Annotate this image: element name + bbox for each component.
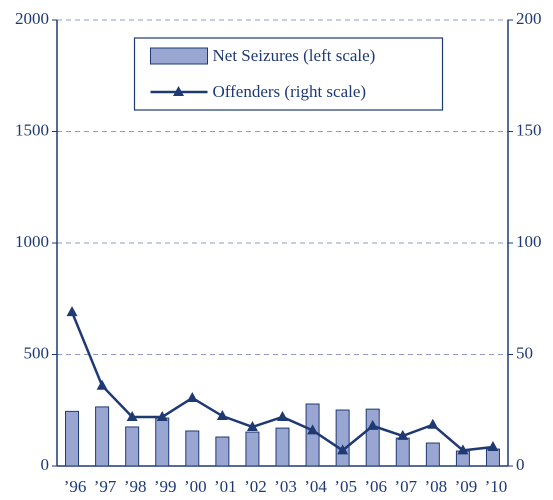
y-tick-label: 1500 <box>15 120 49 139</box>
x-tick-label: ’06 <box>364 477 387 496</box>
x-tick-label: ’01 <box>214 477 237 496</box>
marker <box>186 391 198 402</box>
y-tick-label: 0 <box>41 455 50 474</box>
x-tick-label: ’02 <box>244 477 267 496</box>
y-tick-label: 500 <box>24 343 50 362</box>
marker <box>277 410 288 421</box>
y-tick-label: 1000 <box>15 232 49 251</box>
x-tick-label: ’96 <box>64 477 87 496</box>
bar <box>185 430 200 467</box>
x-tick-label: ’97 <box>94 477 117 496</box>
x-tick-label: ’03 <box>274 477 297 496</box>
bar <box>215 436 230 467</box>
marker <box>156 410 168 421</box>
x-tick-label: ’00 <box>184 477 207 496</box>
marker <box>367 419 379 430</box>
marker <box>246 420 258 431</box>
marker <box>427 418 439 429</box>
marker <box>307 424 319 435</box>
marker <box>126 410 138 421</box>
x-tick-label: ’98 <box>124 477 147 496</box>
legend-label: Offenders (right scale) <box>213 82 367 101</box>
y2-tick-label: 50 <box>516 343 533 362</box>
bar <box>125 426 140 467</box>
bar <box>395 437 410 467</box>
legend-marker <box>173 86 184 96</box>
x-tick-label: ’05 <box>334 477 357 496</box>
bar <box>95 406 110 467</box>
x-tick-label: ’07 <box>394 477 417 496</box>
bar <box>275 427 290 467</box>
marker <box>216 410 228 421</box>
legend-swatch <box>150 47 208 65</box>
x-tick-label: ’08 <box>424 477 447 496</box>
marker <box>457 444 469 455</box>
x-tick-label: ’04 <box>304 477 327 496</box>
marker <box>66 306 78 317</box>
bar <box>245 431 260 467</box>
x-tick-label: ’10 <box>485 477 508 496</box>
bar <box>365 408 380 467</box>
y2-tick-label: 200 <box>516 9 542 28</box>
x-tick-label: ’09 <box>455 477 478 496</box>
y2-tick-label: 0 <box>516 455 525 474</box>
legend-label: Net Seizures (left scale) <box>213 46 376 65</box>
marker <box>337 444 349 455</box>
y-tick-label: 2000 <box>15 9 49 28</box>
bar <box>335 409 350 467</box>
bar <box>425 442 440 467</box>
y2-tick-label: 100 <box>516 232 542 251</box>
bar <box>65 410 80 467</box>
bar <box>155 417 170 467</box>
marker <box>96 379 108 390</box>
bar <box>305 403 320 467</box>
marker <box>397 429 409 440</box>
bar <box>485 448 500 467</box>
marker <box>487 441 499 452</box>
y2-tick-label: 150 <box>516 120 542 139</box>
x-tick-label: ’99 <box>154 477 177 496</box>
